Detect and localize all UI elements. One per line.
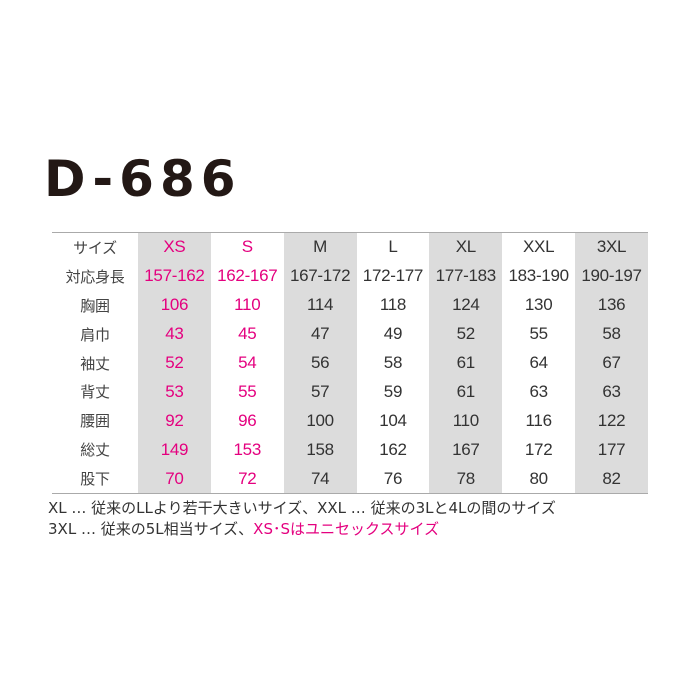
cell-xs: 149: [138, 435, 211, 465]
cell-xl: 167: [429, 435, 503, 465]
table-row: 背丈 53 55 57 59 61 63 63: [52, 377, 648, 407]
row-label: 総丈: [80, 441, 110, 460]
cell-3xl: 67: [575, 348, 648, 378]
cell-xl: 110: [429, 406, 503, 436]
note-line-2: 3XL … 従来の5L相当サイズ、XS･Sはユニセックスサイズ: [48, 518, 439, 539]
cell-l: 104: [379, 410, 407, 430]
row-label: 対応身長: [65, 267, 125, 286]
cell-s: 55: [238, 381, 257, 401]
cell-xxl: 80: [529, 468, 548, 488]
cell-xs: 92: [138, 406, 211, 436]
cell-l: 76: [383, 468, 403, 488]
cell-l: 162: [379, 439, 407, 459]
row-label: 背丈: [80, 383, 110, 402]
note-unisex-highlight: XS･Sはユニセックスサイズ: [253, 520, 440, 538]
cell-xxl: 55: [529, 324, 548, 344]
cell-xl: 177-183: [429, 261, 503, 291]
cell-xs: 70: [138, 464, 211, 494]
cell-m: 47: [283, 319, 357, 349]
table-row: 股下 70 72 74 76 78 80 82: [52, 464, 648, 494]
size-xl: XL: [429, 232, 503, 262]
cell-l: 118: [379, 295, 407, 315]
cell-m: 167-172: [283, 261, 357, 291]
cell-s: 110: [234, 295, 261, 315]
cell-xl: 124: [429, 290, 503, 320]
cell-m: 158: [283, 435, 357, 465]
cell-s: 96: [238, 410, 257, 430]
cell-l: 49: [383, 324, 403, 344]
cell-xxl: 64: [529, 353, 548, 372]
cell-xs: 52: [138, 348, 211, 378]
cell-m: 56: [283, 348, 357, 378]
cell-m: 100: [283, 406, 357, 436]
note-line-1: XL … 従来のLLより若干大きいサイズ、XXL … 従来の3Lと4Lの間のサイ…: [48, 499, 556, 517]
row-label: 袖丈: [80, 354, 110, 373]
cell-s: 153: [233, 439, 262, 459]
size-xs: XS: [138, 232, 211, 262]
cell-s: 72: [238, 468, 257, 488]
size-3xl: 3XL: [575, 232, 648, 262]
cell-xl: 52: [429, 319, 503, 349]
cell-l: 59: [383, 381, 403, 401]
cell-xxl: 63: [529, 381, 548, 401]
header-label: サイズ: [73, 238, 117, 257]
cell-3xl: 136: [575, 290, 648, 320]
size-m: M: [283, 232, 357, 262]
cell-s: 162-167: [217, 266, 278, 286]
row-label: 胸囲: [80, 296, 110, 315]
cell-xs: 106: [138, 290, 211, 320]
cell-l: 172-177: [362, 266, 424, 286]
cell-s: 45: [238, 324, 257, 344]
cell-xxl: 116: [525, 410, 553, 430]
size-chart-table: サイズ XS S M L XL XXL 3XL 対応身長 157-162 162-1…: [52, 232, 648, 495]
table-row: 胸囲 106 110 114 118 124 130 136: [52, 290, 648, 320]
table-row: 肩巾 43 45 47 49 52 55 58: [52, 319, 648, 349]
table-row: 総丈 149 153 158 162 167 172 177: [52, 435, 648, 465]
cell-3xl: 122: [575, 406, 648, 436]
cell-xs: 53: [138, 377, 211, 407]
cell-3xl: 190-197: [575, 261, 648, 291]
cell-3xl: 82: [575, 464, 648, 494]
table-row: 袖丈 52 54 56 58 61 64 67: [52, 348, 648, 378]
row-label: 肩巾: [80, 325, 110, 344]
product-code-title: D-686: [44, 150, 242, 208]
cell-xxl: 172: [524, 439, 553, 459]
cell-3xl: 58: [575, 319, 648, 349]
cell-3xl: 63: [575, 377, 648, 407]
size-xxl: XXL: [523, 237, 555, 257]
cell-xs: 157-162: [138, 261, 211, 291]
cell-xl: 78: [429, 464, 503, 494]
cell-xl: 61: [429, 348, 503, 378]
cell-m: 74: [283, 464, 357, 494]
cell-s: 54: [238, 353, 257, 372]
cell-xxl: 183-190: [508, 266, 569, 286]
cell-xs: 43: [138, 319, 211, 349]
size-header-row: サイズ XS S M L XL XXL 3XL: [52, 232, 648, 262]
cell-xl: 61: [429, 377, 503, 407]
cell-xxl: 130: [524, 295, 553, 315]
size-s: S: [241, 237, 253, 257]
row-label: 腰囲: [80, 412, 110, 431]
note-line-2-text: 3XL … 従来の5L相当サイズ、: [48, 520, 254, 538]
cell-m: 114: [283, 290, 357, 320]
row-label: 股下: [80, 470, 110, 489]
cell-l: 58: [383, 353, 403, 372]
cell-3xl: 177: [575, 435, 648, 465]
table-row: 対応身長 157-162 162-167 167-172 172-177 177-183 1…: [52, 261, 648, 291]
cell-m: 57: [283, 377, 357, 407]
size-l: L: [388, 237, 398, 257]
table-row: 腰囲 92 96 100 104 110 116 122: [52, 406, 648, 436]
